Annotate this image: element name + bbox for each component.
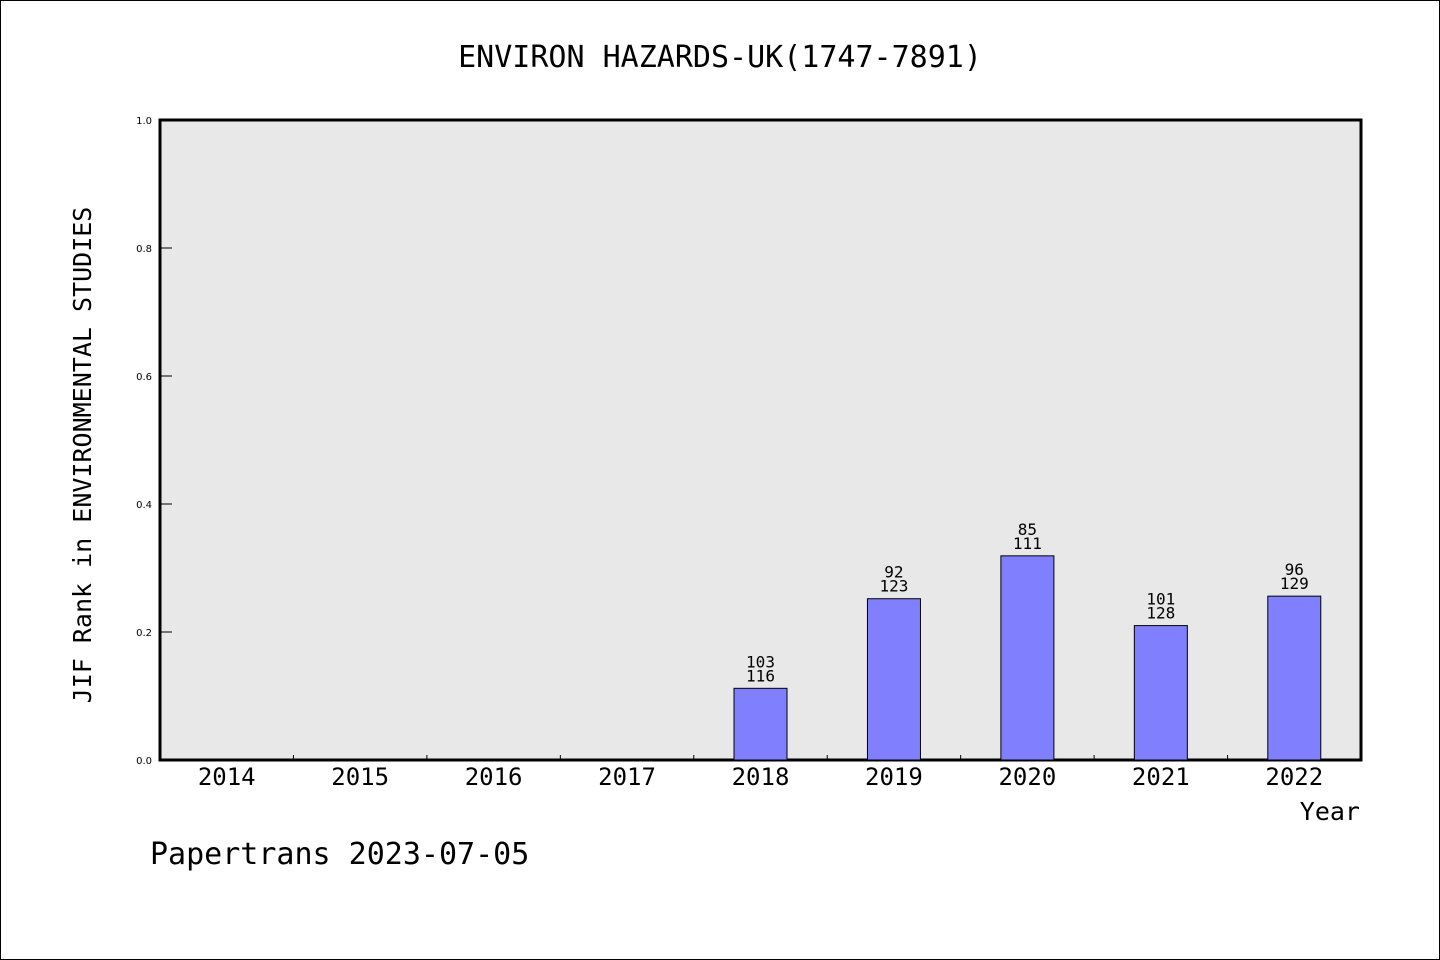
y-tick-label: 0.0 — [136, 756, 152, 767]
bar-total-label: 123 — [879, 577, 908, 596]
bar — [1133, 625, 1188, 761]
y-tick-label: 0.8 — [136, 244, 152, 255]
y-tick-label: 0.6 — [136, 372, 152, 383]
x-tick-label: 2019 — [865, 763, 923, 791]
bar-rank-label: 101 — [1146, 590, 1175, 609]
y-tick-label: 1.0 — [136, 116, 152, 127]
bar — [733, 687, 788, 761]
bar-total-label: 111 — [1013, 534, 1042, 553]
bar-rank-label: 103 — [746, 652, 775, 671]
y-axis-label: JIF Rank in ENVIRONMENTAL STUDIES — [68, 207, 97, 704]
x-tick-label: 2018 — [732, 763, 790, 791]
bar — [1267, 595, 1322, 761]
x-tick-label: 2020 — [998, 763, 1056, 791]
y-tick-label: 0.2 — [136, 628, 152, 639]
bar-rank-label: 85 — [1018, 520, 1037, 539]
footer-watermark-text: Papertrans 2023-07-05 — [150, 837, 529, 872]
bar-total-label: 129 — [1280, 574, 1309, 593]
x-tick-label: 2022 — [1265, 763, 1323, 791]
x-tick-label: 2014 — [198, 763, 256, 791]
chart-title: ENVIRON HAZARDS-UK(1747-7891) — [458, 40, 982, 75]
bar — [866, 598, 921, 761]
bar — [1000, 555, 1055, 761]
bar-total-label: 128 — [1146, 604, 1175, 623]
bar-rank-label: 92 — [884, 563, 903, 582]
bar-total-label: 116 — [746, 666, 775, 685]
y-tick-label: 0.4 — [136, 500, 152, 511]
x-tick-label: 2017 — [598, 763, 656, 791]
x-axis-label: Year — [1300, 797, 1360, 826]
x-tick-label: 2016 — [465, 763, 523, 791]
x-tick-label: 2021 — [1132, 763, 1190, 791]
bar-rank-label: 96 — [1285, 560, 1304, 579]
x-tick-label: 2015 — [331, 763, 389, 791]
x-axis: 2014 2015 2016 2017 2018 2019 2020 2021 2022 — [198, 755, 1323, 791]
y-axis: 0.0 0.2 0.4 0.6 0.8 1.0 — [136, 116, 172, 767]
